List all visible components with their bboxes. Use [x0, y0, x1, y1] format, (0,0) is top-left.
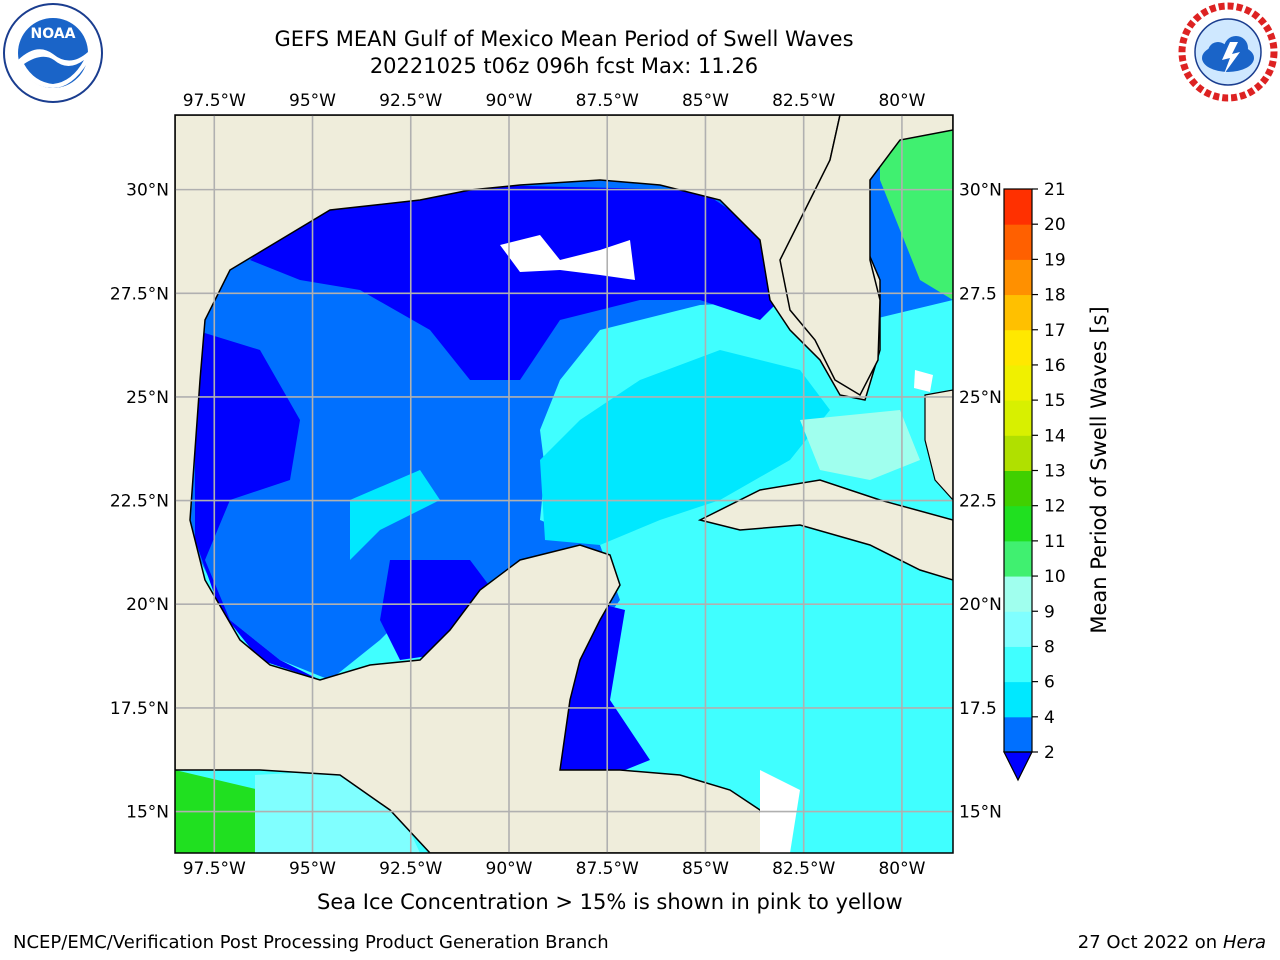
colorbar-bin — [1004, 259, 1032, 296]
generation-date: 27 Oct 2022 on Hera — [1077, 932, 1266, 953]
lon-tick-label: 95°W — [289, 91, 336, 111]
lon-ticks-top: 97.5°W 95°W 92.5°W 90°W 87.5°W 85°W 82.5°W 80°W — [183, 91, 926, 111]
colorbar-label: Mean Period of Swell Waves [s] — [1087, 306, 1111, 633]
colorbar-bin — [1004, 716, 1032, 753]
colorbar-tick-label: 15 — [1044, 391, 1066, 411]
colorbar-tick-label: 18 — [1044, 286, 1066, 306]
host-name: Hera — [1222, 932, 1266, 953]
map-title: GEFS MEAN Gulf of Mexico Mean Period of … — [274, 27, 854, 51]
lon-tick-label: 97.5°W — [183, 91, 246, 111]
colorbar-extend-below — [1003, 751, 1033, 782]
lat-ticks-left: 30°N 27.5°N 25°N 22.5°N 20°N 17.5°N 15°N — [110, 181, 169, 823]
map-frame — [174, 114, 954, 854]
lon-tick-label: 87.5°W — [576, 859, 639, 879]
lat-tick-label-right: 25°N — [959, 388, 1002, 408]
lat-tick-label-left: 15°N — [126, 803, 169, 823]
map-subtitle: 20221025 t06z 096h fcst Max: 11.26 — [369, 54, 759, 78]
swell-band-4-6-patch — [350, 470, 440, 560]
lat-tick-label-left: 17.5°N — [110, 699, 169, 719]
nws-logo-icon — [1178, 2, 1278, 102]
colorbar-bin — [1004, 294, 1032, 331]
swell-band-9-10 — [880, 115, 953, 300]
lat-tick-label-left: 20°N — [126, 595, 169, 615]
colorbar: 2 4 6 8 9 10 11 12 13 14 15 16 17 18 19 20 21 — [1003, 180, 1066, 782]
land-cuba — [697, 479, 953, 581]
colorbar-bin — [1004, 505, 1032, 542]
colorbar-bin — [1004, 364, 1032, 401]
colorbar-tick-label: 12 — [1044, 497, 1066, 517]
lon-tick-label: 95°W — [289, 859, 336, 879]
colorbar-bin — [1004, 576, 1032, 612]
mask-area — [914, 370, 933, 392]
lon-tick-label: 92.5°W — [379, 91, 442, 111]
colorbar-tick-label: 4 — [1044, 708, 1055, 728]
colorbar-bin — [1004, 329, 1032, 366]
colorbar-tick-label: 10 — [1044, 567, 1066, 587]
lon-tick-label: 85°W — [682, 91, 729, 111]
noaa-logo-text: NOAA — [31, 26, 76, 42]
lat-tick-label-left: 27.5°N — [110, 284, 169, 304]
colorbar-tick-label: 21 — [1044, 180, 1066, 200]
lon-tick-label: 97.5°W — [183, 859, 246, 879]
lat-tick-label-right: 22.5 — [959, 492, 997, 512]
colorbar-bin — [1004, 224, 1032, 260]
credit-text: NCEP/EMC/Verification Post Processing Pr… — [13, 932, 609, 953]
colorbar-bin — [1004, 400, 1032, 436]
swell-band-8-9-keys — [800, 410, 920, 480]
lat-tick-label-right: 20°N — [959, 595, 1002, 615]
colorbar-bin — [1004, 470, 1032, 507]
lat-tick-label-left: 22.5°N — [110, 492, 169, 512]
colorbar-tick-label: 2 — [1044, 743, 1055, 763]
map-gridlines — [175, 115, 953, 853]
colorbar-tick-label: 14 — [1044, 426, 1066, 446]
lon-tick-label: 82.5°W — [772, 91, 835, 111]
lat-tick-label-right: 15°N — [959, 803, 1002, 823]
lon-tick-label: 80°W — [878, 859, 925, 879]
lat-tick-label-left: 30°N — [126, 181, 169, 201]
colorbar-bin — [1004, 189, 1032, 225]
colorbar-bin — [1004, 646, 1032, 683]
colorbar-tick-label: 19 — [1044, 250, 1066, 270]
swell-band-below-2-west — [195, 330, 320, 680]
lat-tick-label-left: 25°N — [126, 388, 169, 408]
sea-ice-note: Sea Ice Concentration > 15% is shown in … — [317, 890, 903, 914]
land-bahamas — [924, 389, 953, 501]
colorbar-bin — [1004, 611, 1032, 647]
colorbar-bin — [1004, 681, 1032, 718]
colorbar-tick-label: 16 — [1044, 356, 1066, 376]
lat-tick-label-right: 17.5 — [959, 699, 997, 719]
lat-tick-label-right: 27.5 — [959, 284, 997, 304]
lon-tick-label: 80°W — [878, 91, 925, 111]
colorbar-tick-label: 20 — [1044, 215, 1066, 235]
swell-band-below-2-north — [250, 185, 780, 380]
noaa-logo-icon: NOAA — [3, 3, 103, 103]
lon-tick-label: 90°W — [486, 859, 533, 879]
colorbar-tick-label: 8 — [1044, 637, 1055, 657]
colorbar-bin — [1004, 540, 1032, 577]
swell-band-4-6 — [540, 350, 830, 545]
colorbar-tick-label: 11 — [1044, 532, 1066, 552]
lon-ticks-bottom: 97.5°W 95°W 92.5°W 90°W 87.5°W 85°W 82.5°W 80°W — [183, 859, 926, 879]
colorbar-tick-label: 17 — [1044, 321, 1066, 341]
lat-ticks-right: 30°N 27.5 25°N 22.5 20°N 17.5 15°N — [959, 181, 1002, 823]
mask-area — [500, 235, 635, 280]
lon-tick-label: 90°W — [486, 91, 533, 111]
map-plot-area — [175, 115, 953, 853]
colorbar-tick-label: 13 — [1044, 462, 1066, 482]
lon-tick-label: 92.5°W — [379, 859, 442, 879]
colorbar-tick-label: 6 — [1044, 673, 1055, 693]
lon-tick-label: 85°W — [682, 859, 729, 879]
colorbar-tick-label: 9 — [1044, 602, 1055, 622]
land-florida — [779, 115, 953, 397]
colorbar-bin — [1004, 435, 1032, 471]
lon-tick-label: 82.5°W — [772, 859, 835, 879]
lon-tick-label: 87.5°W — [576, 91, 639, 111]
lat-tick-label-right: 30°N — [959, 181, 1002, 201]
